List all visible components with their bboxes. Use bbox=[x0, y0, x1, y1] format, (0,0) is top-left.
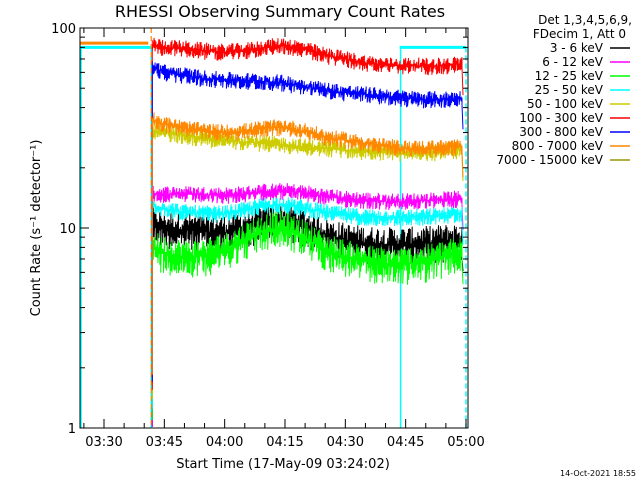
legend-label: 12 - 25 keV bbox=[535, 69, 604, 83]
legend-label: 6 - 12 keV bbox=[542, 55, 604, 69]
series-line-6 bbox=[151, 61, 464, 382]
legend-label: 25 - 50 keV bbox=[535, 83, 604, 97]
x-axis-label: Start Time (17-May-09 03:24:02) bbox=[176, 457, 390, 472]
series-line-5 bbox=[151, 37, 464, 390]
legend-label: 800 - 7000 keV bbox=[512, 139, 604, 153]
plot-area: 1 10 100 03:30 03:45 04:00 04:15 04:30 04:45 05:0… bbox=[51, 22, 485, 450]
timestamp: 14-Oct-2021 18:55 bbox=[560, 469, 636, 478]
x-tick-label: 03:45 bbox=[146, 435, 183, 450]
y-tick-label: 10 bbox=[59, 222, 76, 237]
info-line-1: Det 1,3,4,5,6,9, bbox=[538, 13, 632, 27]
legend-label: 300 - 800 keV bbox=[519, 125, 603, 139]
series-line-2 bbox=[151, 211, 464, 420]
series-line-3 bbox=[151, 197, 464, 409]
axis-ticks: 1 10 100 03:30 03:45 04:00 04:15 04:30 04:45 05:0… bbox=[51, 22, 485, 450]
chart-title: RHESSI Observing Summary Count Rates bbox=[115, 2, 445, 21]
series-line-1 bbox=[151, 183, 464, 427]
x-tick-label: 04:45 bbox=[387, 435, 424, 450]
x-tick-label: 03:30 bbox=[85, 435, 122, 450]
data-layer bbox=[80, 28, 467, 428]
y-axis-label: Count Rate (s⁻¹ detector⁻¹) bbox=[29, 140, 44, 317]
y-tick-label: 1 bbox=[68, 422, 76, 437]
x-tick-label: 04:30 bbox=[327, 435, 364, 450]
info-line-2: FDecim 1, Att 0 bbox=[533, 27, 626, 41]
series-line-7 bbox=[151, 112, 464, 375]
x-tick-label: 05:00 bbox=[447, 435, 484, 450]
legend-label: 3 - 6 keV bbox=[550, 41, 604, 55]
series-line-0 bbox=[151, 203, 464, 427]
y-tick-label: 100 bbox=[51, 22, 76, 37]
legend-label: 7000 - 15000 keV bbox=[496, 153, 603, 167]
legend-label: 50 - 100 keV bbox=[527, 97, 604, 111]
legend-label: 100 - 300 keV bbox=[519, 111, 603, 125]
x-tick-label: 04:15 bbox=[266, 435, 303, 450]
x-tick-label: 04:00 bbox=[206, 435, 243, 450]
